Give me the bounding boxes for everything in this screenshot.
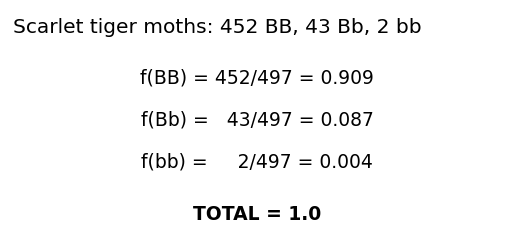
Text: TOTAL = 1.0: TOTAL = 1.0: [193, 205, 321, 224]
Text: f(Bb) =   43/497 = 0.087: f(Bb) = 43/497 = 0.087: [140, 110, 374, 129]
Text: f(BB) = 452/497 = 0.909: f(BB) = 452/497 = 0.909: [140, 68, 374, 87]
Text: Scarlet tiger moths: 452 BB, 43 Bb, 2 bb: Scarlet tiger moths: 452 BB, 43 Bb, 2 bb: [13, 18, 421, 37]
Text: f(bb) =     2/497 = 0.004: f(bb) = 2/497 = 0.004: [141, 152, 373, 171]
